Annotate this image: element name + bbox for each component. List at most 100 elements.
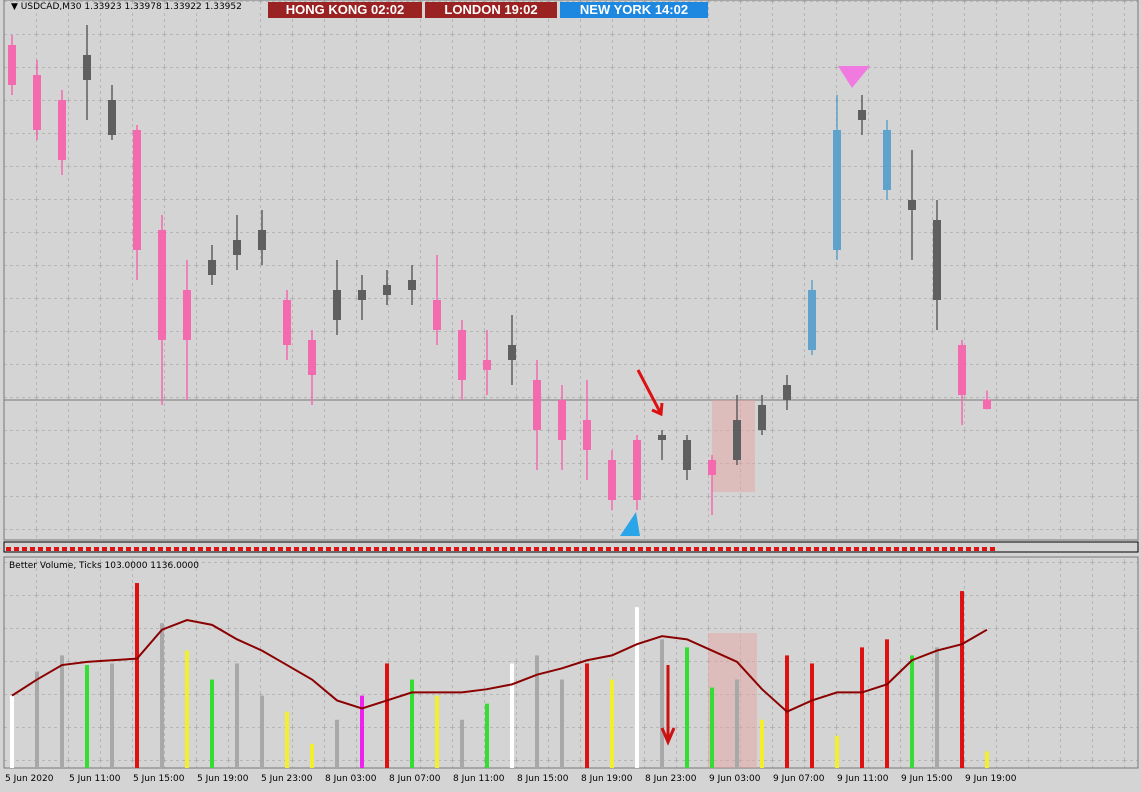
- last-close: 1.33952: [205, 2, 242, 12]
- annotation-arrow: [660, 665, 676, 746]
- candle-body: [308, 340, 316, 375]
- volume-bar: [460, 719, 464, 768]
- volume-bar: [410, 679, 414, 768]
- clock-city: HONG KONG: [285, 2, 368, 17]
- clock-time: 19:02: [504, 2, 538, 17]
- time-label: 5 Jun 2020: [5, 774, 54, 784]
- candle-body: [233, 240, 241, 255]
- last-high: 1.33978: [124, 2, 161, 12]
- indicator-label: Better Volume, Ticks 103.0000 1136.0000: [9, 561, 199, 571]
- volume-bar: [710, 687, 714, 768]
- candle-body: [758, 405, 766, 430]
- volume-bar: [860, 647, 864, 768]
- volume-bar: [235, 663, 239, 768]
- clock: HONG KONG 02:02: [268, 2, 422, 18]
- candle-body: [458, 330, 466, 380]
- highlight-box: [708, 633, 757, 768]
- candle-body: [983, 399, 991, 409]
- volume-bar: [35, 671, 39, 768]
- time-label: 5 Jun 23:00: [261, 774, 313, 784]
- time-label: 9 Jun 07:00: [773, 774, 825, 784]
- time-label: 9 Jun 19:00: [965, 774, 1017, 784]
- last-open: 1.33923: [84, 2, 121, 12]
- price-pane: [3, 0, 1139, 541]
- candle-body: [133, 130, 141, 250]
- clock: NEW YORK 14:02: [560, 2, 708, 18]
- candle-body: [333, 290, 341, 320]
- volume-bar: [735, 679, 739, 768]
- volume-bar: [835, 735, 839, 768]
- candle-body: [433, 300, 441, 330]
- last-low: 1.33922: [165, 2, 202, 12]
- candle-body: [958, 345, 966, 395]
- candle-body: [633, 440, 641, 500]
- candle-body: [833, 130, 841, 250]
- candle-body: [608, 460, 616, 500]
- annotation-arrow: [636, 369, 664, 417]
- candle-body: [708, 460, 716, 475]
- clock-city: LONDON: [444, 2, 501, 17]
- volume-bar: [285, 711, 289, 768]
- candle-body: [383, 285, 391, 295]
- candle-body: [283, 300, 291, 345]
- candle-body: [558, 400, 566, 440]
- candle-body: [683, 440, 691, 470]
- volume-bar: [335, 719, 339, 768]
- volume-bar: [260, 695, 264, 768]
- time-label: 5 Jun 15:00: [133, 774, 185, 784]
- volume-bar: [810, 663, 814, 768]
- volume-bar: [310, 743, 314, 768]
- volume-bar: [135, 583, 139, 768]
- symbol: USDCAD,M30: [21, 2, 82, 12]
- candle-body: [108, 100, 116, 135]
- volume-bar: [885, 639, 889, 768]
- candle-body: [158, 230, 166, 340]
- time-label: 8 Jun 15:00: [517, 774, 569, 784]
- volume-bar: [60, 655, 64, 768]
- volume-bar: [985, 751, 989, 768]
- time-label: 8 Jun 07:00: [389, 774, 441, 784]
- candle-body: [908, 200, 916, 210]
- candle-body: [83, 55, 91, 80]
- sell-signal: [838, 66, 870, 88]
- volume-bar: [935, 647, 939, 768]
- candle-body: [533, 380, 541, 430]
- time-label: 5 Jun 19:00: [197, 774, 249, 784]
- candle-body: [733, 420, 741, 460]
- volume-bar: [635, 607, 639, 768]
- time-label: 5 Jun 11:00: [69, 774, 121, 784]
- candle-body: [208, 260, 216, 275]
- clock-time: 02:02: [371, 2, 405, 17]
- volume-bar: [385, 663, 389, 768]
- candle-body: [658, 435, 666, 440]
- volume-bar: [210, 679, 214, 768]
- volume-bar: [85, 665, 89, 768]
- candle-body: [783, 385, 791, 400]
- marks: [8, 25, 991, 768]
- time-label: 8 Jun 03:00: [325, 774, 377, 784]
- candle-body: [583, 420, 591, 450]
- candle-body: [258, 230, 266, 250]
- candle-body: [33, 75, 41, 130]
- volume-bar: [510, 663, 514, 768]
- candle-body: [183, 290, 191, 340]
- volume-bar: [660, 639, 664, 768]
- volume-bar: [10, 695, 14, 768]
- candle-body: [8, 45, 16, 85]
- candle-body: [483, 360, 491, 370]
- time-label: 8 Jun 11:00: [453, 774, 505, 784]
- time-label: 9 Jun 03:00: [709, 774, 761, 784]
- time-label: 8 Jun 23:00: [645, 774, 697, 784]
- volume-bar: [535, 655, 539, 768]
- volume-bar: [910, 655, 914, 768]
- volume-bar: [560, 679, 564, 768]
- candle-body: [933, 220, 941, 300]
- volume-bar: [960, 591, 964, 768]
- time-label: 9 Jun 15:00: [901, 774, 953, 784]
- volume-bar: [435, 695, 439, 768]
- volume-bar: [360, 695, 364, 768]
- volume-bar: [185, 650, 189, 768]
- candle-body: [58, 100, 66, 160]
